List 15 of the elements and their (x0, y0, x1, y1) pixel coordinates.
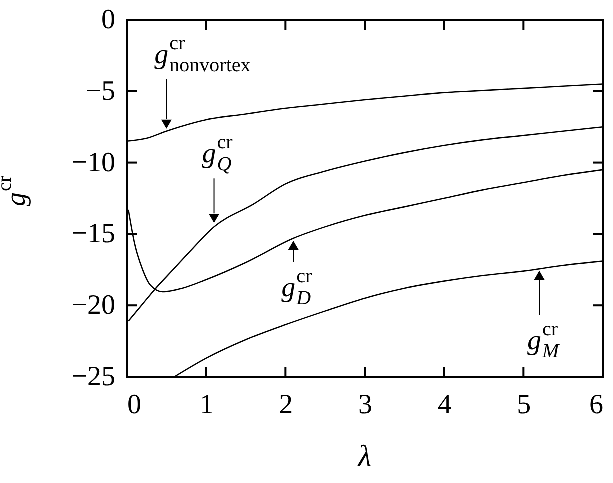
y-tick-label: −5 (86, 76, 116, 107)
y-tick-label: −15 (72, 218, 116, 250)
x-tick-label: 1 (200, 390, 214, 420)
x-axis-title: λ (358, 440, 372, 473)
y-tick-label: −10 (72, 147, 116, 178)
y-tick-label: −20 (72, 290, 116, 322)
x-tick-label: 3 (358, 390, 372, 420)
x-tick-label: 0 (128, 390, 142, 420)
y-axis-title: gcr (0, 176, 32, 206)
x-tick-label: 6 (590, 390, 604, 420)
x-tick-label: 2 (279, 390, 294, 420)
x-tick-label: 4 (438, 390, 452, 420)
x-tick-label: 5 (517, 390, 532, 420)
y-tick-label: −25 (72, 362, 116, 392)
y-tick-label: 0 (102, 4, 116, 36)
